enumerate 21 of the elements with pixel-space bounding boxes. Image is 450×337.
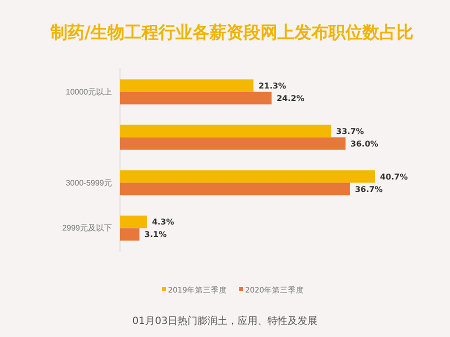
y-tick-label: 10000元以上 xyxy=(66,87,112,96)
data-label: 21.3% xyxy=(258,81,286,90)
y-tick-label: 2999元及以下 xyxy=(62,224,112,233)
bar xyxy=(120,228,140,241)
bar xyxy=(120,92,272,104)
bar xyxy=(120,216,147,228)
data-label: 36.7% xyxy=(354,184,383,194)
data-label: 3.1% xyxy=(144,230,167,240)
text: 01月03日热门膨润土，应用、特性及发展 xyxy=(132,315,318,327)
bar xyxy=(120,137,346,150)
bar xyxy=(120,79,254,92)
chart-title: 制药/生物工程行业各薪资段网上发布职位数占比 xyxy=(49,23,414,43)
data-label: 4.3% xyxy=(152,218,174,227)
bar xyxy=(120,124,332,138)
data-label: 33.7% xyxy=(336,126,364,136)
y-tick-label: 3000-5999元 xyxy=(66,178,112,188)
data-label: 24.2% xyxy=(276,94,304,103)
bar xyxy=(120,182,350,196)
data-label: 36.0% xyxy=(350,139,378,148)
bar xyxy=(120,170,375,183)
data-label: 40.7% xyxy=(380,172,408,182)
